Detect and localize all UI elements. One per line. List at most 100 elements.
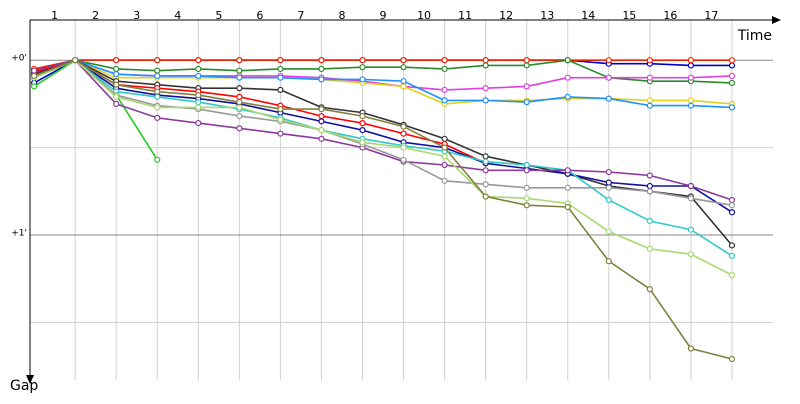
data-point	[687, 102, 695, 109]
data-point	[646, 217, 653, 225]
series-line	[33, 59, 733, 105]
data-point	[236, 85, 243, 92]
data-point	[687, 57, 695, 64]
data-point	[441, 177, 448, 184]
data-point	[31, 83, 38, 90]
data-point	[646, 57, 653, 64]
data-point	[400, 123, 407, 130]
data-point	[236, 113, 243, 120]
data-point	[687, 226, 695, 233]
x-tick-label: 11	[458, 9, 472, 22]
data-point	[482, 153, 489, 160]
x-tick-label: 7	[297, 9, 304, 22]
data-point	[31, 67, 38, 74]
data-point	[482, 181, 489, 188]
data-point	[195, 65, 202, 73]
data-point	[236, 93, 243, 100]
data-point	[687, 345, 695, 352]
data-point	[441, 144, 448, 151]
data-point	[728, 272, 736, 279]
data-point	[523, 195, 530, 202]
series-line	[33, 59, 733, 201]
data-point	[564, 57, 571, 64]
data-point	[646, 172, 653, 179]
data-point	[728, 355, 736, 363]
data-point	[359, 120, 366, 127]
data-point	[359, 126, 366, 134]
x-tick-label: 10	[417, 9, 431, 22]
x-tick-label: 12	[499, 9, 513, 22]
data-point	[605, 228, 612, 235]
data-point	[400, 64, 407, 71]
data-point	[113, 93, 120, 100]
data-point	[154, 156, 161, 163]
data-point	[195, 92, 202, 99]
data-point	[318, 113, 325, 120]
data-point	[728, 57, 736, 64]
data-point	[154, 88, 161, 95]
data-point	[523, 62, 530, 69]
data-point	[359, 113, 366, 120]
data-point	[113, 57, 120, 64]
data-point	[113, 71, 120, 78]
x-tick-label: 6	[256, 9, 263, 22]
data-point	[523, 57, 530, 64]
data-point	[400, 57, 407, 64]
data-point	[400, 130, 407, 137]
x-tick-label: 9	[380, 9, 387, 22]
data-point	[236, 99, 243, 106]
data-point	[482, 57, 489, 64]
data-point	[564, 74, 571, 81]
series-line	[33, 59, 733, 206]
data-point	[318, 135, 325, 142]
series-line	[33, 59, 733, 360]
data-point	[236, 67, 243, 74]
y-axis-arrow	[26, 375, 34, 384]
data-point	[154, 104, 161, 111]
y-tick-label: +1'	[11, 228, 27, 238]
data-point	[318, 76, 325, 83]
y-axis-label: Gap	[10, 378, 38, 394]
data-point	[154, 72, 161, 80]
data-point	[646, 182, 653, 190]
data-point	[728, 202, 736, 209]
data-point	[482, 167, 489, 174]
data-point	[441, 161, 448, 169]
data-point	[646, 97, 653, 104]
data-point	[277, 86, 284, 94]
data-point	[318, 106, 325, 113]
data-point	[318, 57, 325, 64]
data-point	[728, 104, 736, 111]
data-point	[154, 93, 161, 100]
data-point	[277, 74, 284, 81]
data-point	[523, 161, 530, 169]
data-point	[441, 57, 448, 64]
x-tick-label: 17	[704, 9, 718, 22]
data-point	[728, 196, 736, 204]
data-point	[646, 286, 653, 293]
data-point	[687, 62, 695, 69]
data-point	[236, 74, 243, 81]
data-point	[482, 158, 489, 165]
data-point	[31, 72, 38, 80]
data-point	[277, 130, 284, 137]
data-point	[277, 106, 284, 113]
data-point	[482, 97, 489, 104]
data-point	[564, 184, 571, 191]
data-point	[113, 65, 120, 73]
data-point	[646, 245, 653, 253]
data-point	[646, 74, 653, 81]
x-tick-label: 8	[338, 9, 345, 22]
data-point	[277, 57, 284, 64]
data-point	[605, 74, 612, 81]
data-point	[646, 102, 653, 109]
data-point	[523, 184, 530, 191]
data-point	[359, 76, 366, 83]
data-point	[72, 57, 79, 64]
data-point	[564, 167, 571, 174]
data-point	[728, 209, 736, 216]
data-point	[687, 74, 695, 81]
y-tick-label: +0'	[11, 54, 27, 64]
data-point	[113, 100, 120, 107]
